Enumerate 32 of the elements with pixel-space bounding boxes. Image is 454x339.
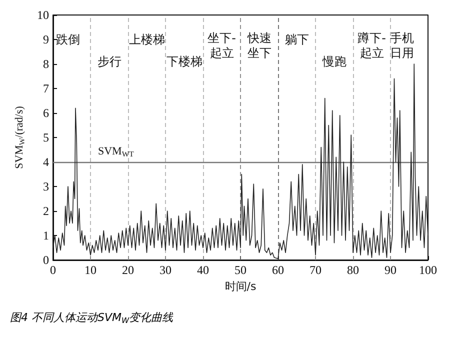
annotation: 坐下-起立	[208, 31, 236, 60]
x-tick-label: 30	[160, 263, 172, 277]
annotation: 躺下	[284, 32, 309, 46]
y-tick-label: 6	[43, 106, 49, 120]
annotation: 手机日用	[390, 31, 414, 60]
x-tick-label: 20	[122, 263, 134, 277]
y-tick-label: 7	[43, 82, 49, 96]
x-axis-title: 时间/s	[224, 280, 256, 293]
x-tick-label: 90	[384, 263, 396, 277]
y-tick-label: 0	[43, 253, 49, 267]
y-tick-label: 10	[37, 8, 49, 22]
annotation: 慢跑	[321, 54, 346, 69]
annotation: 快速坐下	[246, 31, 272, 60]
x-tick-label: 50	[234, 263, 246, 277]
x-tick-label: 10	[84, 263, 96, 277]
y-tick-label: 2	[43, 204, 49, 218]
y-tick-label: 9	[43, 32, 49, 46]
y-tick-label: 1	[43, 228, 49, 242]
annotation: 上楼梯	[128, 32, 165, 46]
x-tick-label: 40	[197, 263, 209, 277]
x-tick-label: 70	[310, 263, 322, 277]
y-tick-label: 4	[43, 155, 49, 169]
y-tick-label: 5	[43, 130, 49, 144]
annotation: 步行	[97, 54, 122, 69]
y-tick-label: 8	[43, 57, 49, 71]
y-tick-label: 3	[43, 180, 49, 194]
x-tick-label: 80	[347, 263, 359, 277]
x-tick-label: 100	[419, 263, 437, 277]
x-tick-label: 60	[272, 263, 284, 277]
annotation: 跌倒	[56, 32, 80, 46]
annotation: 下楼梯	[166, 54, 202, 69]
annotation: 蹲下-起立	[358, 31, 386, 60]
